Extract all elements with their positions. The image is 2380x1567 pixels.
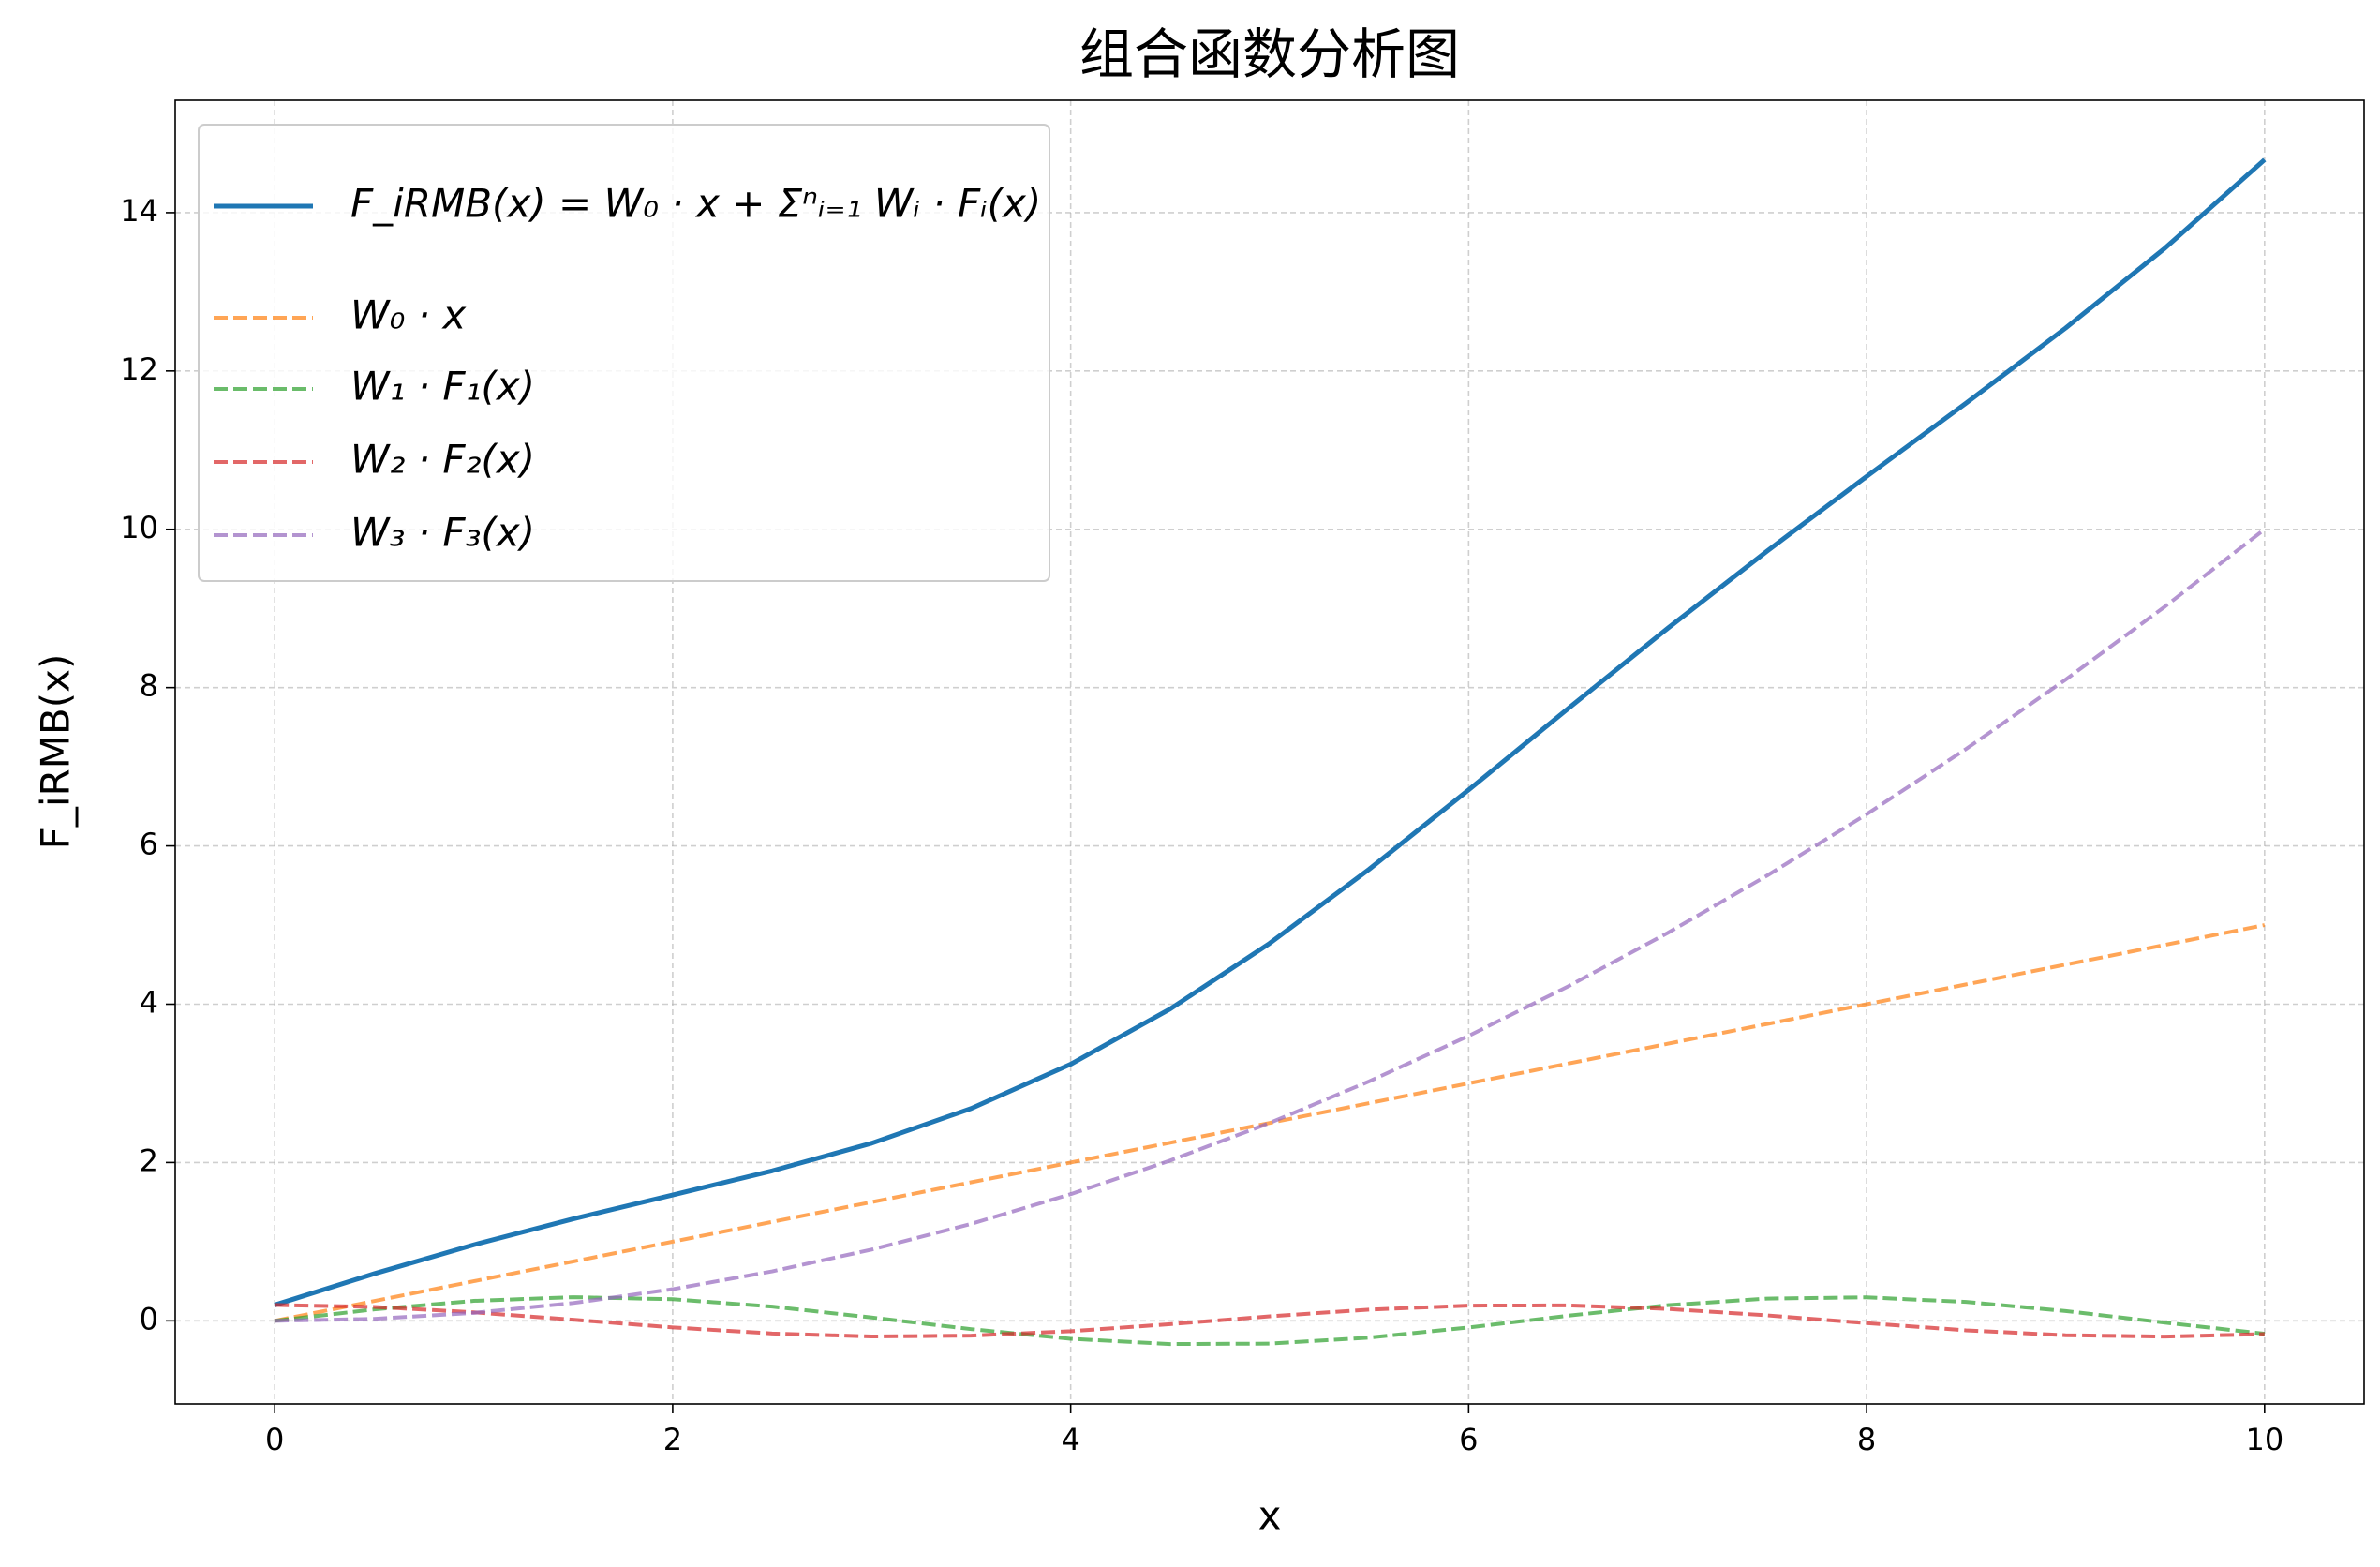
legend-label: W₃ · F₃(x) [350, 510, 535, 556]
x-tick-label: 10 [2245, 1422, 2283, 1457]
series-line [274, 923, 2266, 1323]
x-tick-label: 8 [1857, 1422, 1876, 1457]
legend-label: F_iRMB(x) = W₀ · x + Σⁿᵢ₌₁ Wᵢ · Fᵢ(x) [350, 181, 1041, 227]
legend-label: W₁ · F₁(x) [350, 364, 535, 410]
series-line [275, 528, 2267, 1323]
plot-frame [174, 99, 2365, 1405]
y-tick-label: 2 [140, 1142, 158, 1178]
legend-label: W₀ · x [350, 292, 467, 338]
y-tick-label: 0 [140, 1301, 158, 1336]
y-tick-label: 10 [120, 510, 158, 545]
x-tick-label: 4 [1061, 1422, 1079, 1457]
y-axis-label: F_iRMB(x) [33, 654, 79, 850]
legend-box [198, 124, 1050, 582]
chart-title: 组合函数分析图 [1079, 22, 1460, 86]
y-tick-label: 12 [120, 351, 158, 387]
series-line [275, 1303, 2265, 1339]
x-tick-label: 6 [1459, 1422, 1478, 1457]
y-tick-label: 6 [140, 827, 158, 862]
y-tick-label: 14 [120, 193, 158, 229]
x-axis-label: x [1258, 1493, 1282, 1539]
series-line [274, 1295, 2266, 1347]
y-tick-label: 4 [140, 984, 158, 1020]
x-tick-label: 0 [265, 1422, 284, 1457]
legend-label: W₂ · F₂(x) [350, 437, 535, 483]
x-tick-label: 2 [663, 1422, 682, 1457]
y-tick-label: 8 [140, 668, 158, 704]
series-line [274, 157, 2267, 1307]
